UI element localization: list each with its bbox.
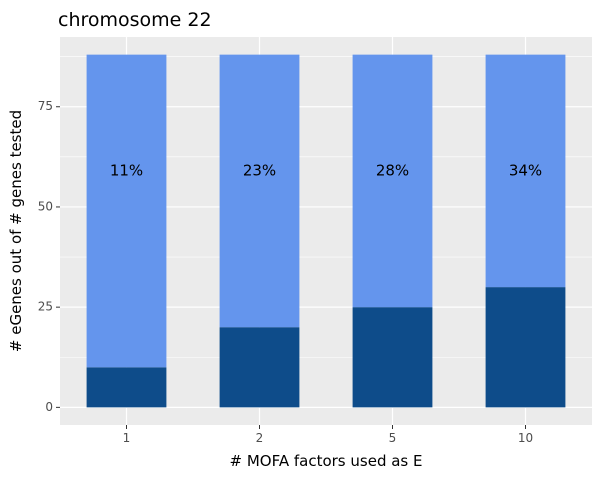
bar-label: 28% (376, 161, 409, 179)
x-tick-label: 10 (518, 431, 533, 445)
x-axis: 1 2 5 10 (123, 425, 533, 445)
bar-segment-remaining-2 (219, 54, 300, 328)
bar-segment-remaining-5 (352, 54, 433, 308)
chart-title: chromosome 22 (58, 9, 212, 31)
y-tick-label: 25 (38, 300, 53, 314)
x-tick-label: 2 (256, 431, 264, 445)
x-tick-label: 1 (123, 431, 131, 445)
bar-segment-egenes-1 (86, 367, 167, 408)
bar-segment-egenes-5 (352, 307, 433, 408)
bar-label: 34% (509, 161, 542, 179)
y-axis: 0 25 50 75 (38, 99, 60, 414)
bar-segment-egenes-10 (485, 287, 566, 408)
bar-segment-egenes-2 (219, 327, 300, 408)
y-axis-title: # eGenes out of # genes tested (7, 110, 25, 352)
y-tick-label: 75 (38, 99, 53, 113)
bar-label: 11% (110, 161, 143, 179)
bar-segment-remaining-1 (86, 54, 167, 368)
y-tick-label: 0 (45, 400, 53, 414)
bars (86, 54, 566, 408)
bar-labels: 11% 23% 28% 34% (110, 161, 542, 179)
bar-segment-remaining-10 (485, 54, 566, 288)
x-tick-label: 5 (389, 431, 397, 445)
bar-label: 23% (243, 161, 276, 179)
y-tick-label: 50 (38, 199, 53, 213)
x-axis-title: # MOFA factors used as E (230, 452, 423, 470)
